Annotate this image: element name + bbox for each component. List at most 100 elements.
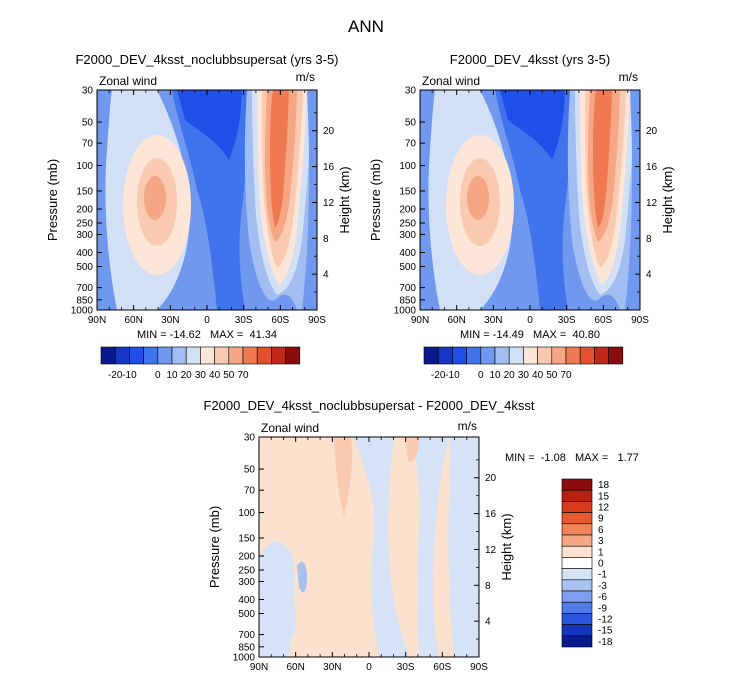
- colorbar-swatch: [185, 346, 201, 365]
- colorbar-tick-label: -9: [598, 603, 607, 614]
- colorbar-swatch: [437, 346, 453, 365]
- y-tick-label: 700: [238, 630, 255, 641]
- y-tick-label: 100: [399, 161, 416, 172]
- y-tick-label: 250: [76, 219, 93, 230]
- colorbar-top-right: -20 -10 0 10 20 30 40 50 70: [423, 346, 624, 381]
- colorbar-swatch: [214, 346, 230, 365]
- y-axis-label: Pressure (mb): [45, 159, 60, 241]
- colorbar-swatch: [561, 557, 593, 569]
- y-axis-label: Pressure (mb): [368, 159, 383, 241]
- colorbar-swatch: [200, 346, 215, 365]
- y2-tick-label: 8: [646, 234, 652, 245]
- x-tick-label: 0: [204, 315, 210, 326]
- x-tick-label: 90S: [308, 315, 326, 326]
- colorbar-tick-label: -20: [431, 370, 446, 381]
- units-label: m/s: [296, 70, 315, 84]
- colorbar-tick-label: 0: [478, 370, 484, 381]
- colorbar-top-left: -20 -10 0 10 20 30 40 50 70: [100, 346, 301, 381]
- y2-tick-label: 12: [646, 198, 658, 209]
- colorbar-swatch: [452, 346, 467, 365]
- y2-tick-label: 12: [323, 198, 335, 209]
- y-tick-label: 300: [399, 230, 416, 241]
- colorbar-swatch: [565, 346, 581, 365]
- y-tick-label: 30: [405, 86, 417, 97]
- colorbar-tick-label: -12: [598, 615, 613, 626]
- y-tick-label: 1000: [394, 306, 417, 317]
- colorbar-tick-label: 30: [195, 370, 207, 381]
- y-tick-label: 70: [244, 486, 256, 497]
- x-tick-label: 30S: [558, 315, 576, 326]
- colorbar-swatch: [537, 346, 553, 365]
- colorbar-tick-label: 50: [223, 370, 235, 381]
- x-tick-label: 60N: [447, 315, 465, 326]
- y-tick-label: 300: [238, 577, 255, 588]
- colorbar-tick-label: -10: [122, 370, 137, 381]
- colorbar-swatch: [561, 512, 593, 525]
- colorbar-tick-label: 0: [598, 559, 604, 570]
- x-tick-label: 30S: [397, 662, 415, 673]
- colorbar-tick-label: 20: [181, 370, 193, 381]
- y-tick-label: 1000: [71, 306, 94, 317]
- colorbar-swatch: [480, 346, 496, 365]
- y2-axis-label: Height (km): [660, 166, 675, 233]
- y-tick-label: 250: [238, 566, 255, 577]
- colorbar-swatch: [561, 590, 593, 603]
- colorbar-swatch: [423, 346, 439, 365]
- colorbar-tick-label: 12: [598, 503, 610, 514]
- colorbar-tick-label: 10: [166, 370, 178, 381]
- colorbar-tick-label: 18: [598, 480, 610, 491]
- y-tick-label: 400: [238, 595, 255, 606]
- y-tick-label: 1000: [233, 653, 256, 664]
- min-max-stats: MIN = -14.62 MAX = 41.34: [137, 329, 277, 341]
- contour-field: [259, 437, 479, 657]
- colorbar-swatch: [100, 346, 116, 365]
- y2-tick-label: 4: [485, 617, 491, 628]
- colorbar-tick-label: 3: [598, 536, 604, 547]
- colorbar-tick-label: -15: [598, 626, 613, 637]
- y-tick-label: 30: [244, 433, 256, 444]
- y2-tick-label: 20: [485, 473, 497, 484]
- contour-field: [97, 90, 317, 310]
- y-tick-label: 500: [238, 609, 255, 620]
- colorbar-swatch: [228, 346, 244, 365]
- colorbar-swatch: [561, 613, 593, 625]
- colorbar-tick-label: 10: [489, 370, 501, 381]
- x-tick-label: 60S: [433, 662, 451, 673]
- y-tick-label: 200: [238, 552, 255, 563]
- x-tick-label: 60N: [286, 662, 304, 673]
- colorbar-swatch: [561, 478, 593, 491]
- x-tick-label: 30N: [484, 315, 502, 326]
- units-label: m/s: [619, 70, 638, 84]
- y-tick-label: 50: [244, 465, 256, 476]
- colorbar-swatch: [561, 601, 593, 614]
- y2-tick-label: 20: [323, 126, 335, 137]
- x-tick-label: 30N: [161, 315, 179, 326]
- y2-axis-label: Height (km): [337, 166, 352, 233]
- panel-top-left: 90N 60N 30N 0 30S 60S 90S 30 50 70 100 150 200 250300…: [45, 52, 352, 341]
- colorbar-swatch: [551, 346, 567, 365]
- colorbar-tick-label: 20: [504, 370, 516, 381]
- y-tick-label: 70: [405, 139, 417, 150]
- colorbar-tick-label: -10: [445, 370, 460, 381]
- colorbar-tick-label: -20: [108, 370, 123, 381]
- colorbar-tick-label: 70: [237, 370, 249, 381]
- y-tick-label: 500: [76, 262, 93, 273]
- colorbar-tick-label: 40: [209, 370, 221, 381]
- x-tick-label: 0: [366, 662, 372, 673]
- colorbar-tick-label: 40: [532, 370, 544, 381]
- variable-label: Zonal wind: [99, 74, 157, 88]
- y2-tick-label: 16: [323, 162, 335, 173]
- y-tick-label: 400: [76, 248, 93, 259]
- colorbar-swatch: [129, 346, 144, 365]
- panel-title: F2000_DEV_4ksst_noclubbsupersat (yrs 3-5…: [75, 52, 338, 67]
- colorbar-tick-label: -18: [598, 637, 613, 648]
- y2-tick-label: 4: [323, 270, 329, 281]
- colorbar-tick-label: 6: [598, 525, 604, 536]
- y-tick-label: 300: [76, 230, 93, 241]
- colorbar-tick-label: -6: [598, 592, 607, 603]
- y-tick-label: 150: [238, 533, 255, 544]
- y-tick-label: 400: [399, 248, 416, 259]
- x-tick-label: 60S: [594, 315, 612, 326]
- colorbar-swatch: [242, 346, 258, 365]
- colorbar-swatch: [561, 523, 593, 536]
